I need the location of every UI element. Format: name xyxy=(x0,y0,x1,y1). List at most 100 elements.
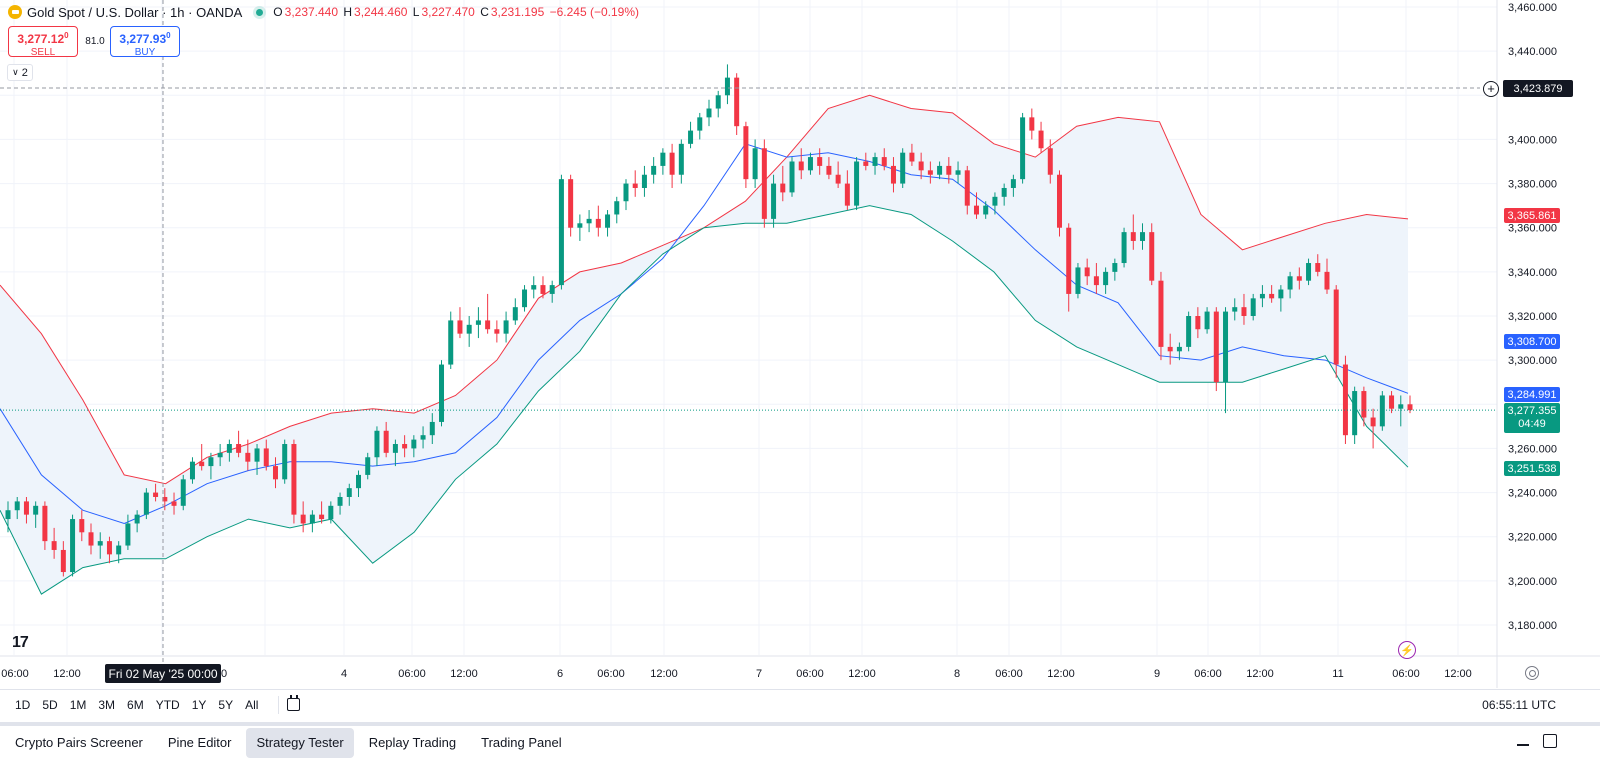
price-tick-label: 3,460.000 xyxy=(1508,2,1557,14)
range-1m-button[interactable]: 1M xyxy=(69,697,87,712)
candle-body xyxy=(743,126,749,180)
candle-body xyxy=(309,514,315,524)
candle-body xyxy=(14,501,20,511)
range-1d-button[interactable]: 1D xyxy=(15,697,31,712)
time-tick-label: 12:00 xyxy=(1047,668,1075,680)
tab-crypto-pairs-screener[interactable]: Crypto Pairs Screener xyxy=(15,735,143,750)
candle-body xyxy=(365,457,371,475)
time-tick-label: 12:00 xyxy=(650,668,678,680)
candle-body xyxy=(964,170,970,206)
lightning-icon[interactable]: ⚡ xyxy=(1398,641,1416,659)
calendar-range-icon[interactable] xyxy=(278,695,301,714)
candle-body xyxy=(60,549,66,573)
candle-body xyxy=(937,165,943,175)
basis-badge-secondary: 3,284.991 xyxy=(1504,387,1560,402)
candle-body xyxy=(854,161,860,206)
tab-strategy-tester[interactable]: Strategy Tester xyxy=(246,727,354,758)
candle-body xyxy=(549,285,555,294)
candle-body xyxy=(1223,311,1229,383)
candle-body xyxy=(835,174,841,184)
time-tick-label: 06:00 xyxy=(1194,668,1222,680)
time-tick-label: 12:00 xyxy=(848,668,876,680)
bollinger-band-fill xyxy=(0,95,1408,595)
crosshair-date-label: Fri 02 May '25 00:00 xyxy=(105,664,221,683)
candle-body xyxy=(503,320,509,334)
candle-body xyxy=(5,510,11,520)
candle-body xyxy=(300,514,306,524)
candle-body xyxy=(70,519,76,573)
candle-body xyxy=(724,77,730,96)
chart-area[interactable]: 3,460.000 3,440.000 3,400.000 3,380.000 3,36… xyxy=(0,0,1600,705)
candle-body xyxy=(909,152,915,162)
candle-body xyxy=(973,205,979,215)
range-all-button[interactable]: All xyxy=(245,697,259,712)
candle-body xyxy=(448,320,454,365)
candle-body xyxy=(605,214,611,228)
ohlc-values: O 3,237.440 H 3,244.460 L 3,227.470 C 3,231.… xyxy=(273,5,641,19)
price-tick-label: 3,340.000 xyxy=(1508,267,1557,279)
candle-body xyxy=(33,505,39,515)
candle-body xyxy=(88,532,94,546)
candle-body xyxy=(1287,276,1293,290)
minimize-icon[interactable] xyxy=(1516,734,1530,748)
candle-body xyxy=(1047,148,1053,175)
range-ytd-button[interactable]: YTD xyxy=(155,697,180,712)
candle-body xyxy=(263,448,269,467)
range-1y-button[interactable]: 1Y xyxy=(191,697,207,712)
candle-body xyxy=(143,492,149,515)
open-label: O xyxy=(273,5,283,19)
candle-body xyxy=(208,457,214,467)
symbol-legend[interactable]: Gold Spot / U.S. Dollar · 1h · OANDA O 3,… xyxy=(8,3,641,21)
tab-pine-editor[interactable]: Pine Editor xyxy=(167,735,232,750)
basis-badge: 3,308.700 xyxy=(1504,334,1560,349)
candle-body xyxy=(1149,232,1155,281)
symbol-title[interactable]: Gold Spot / U.S. Dollar · 1h · OANDA xyxy=(27,4,243,20)
candle-body xyxy=(162,496,168,502)
candle-body xyxy=(1186,316,1192,347)
candle-body xyxy=(807,157,813,171)
crosshair-price-row: + 3,423.879 xyxy=(1483,80,1573,97)
range-3m-button[interactable]: 3M xyxy=(98,697,116,712)
candle-body xyxy=(780,183,786,193)
time-tick-label: 0 xyxy=(221,668,227,680)
price-tick-label: 3,320.000 xyxy=(1508,311,1557,323)
candle-body xyxy=(79,519,85,533)
tradingview-logo-icon[interactable]: 17 xyxy=(12,634,29,651)
time-tick-label: 06:00 xyxy=(796,668,824,680)
candle-body xyxy=(1167,346,1173,352)
candle-body xyxy=(1103,271,1109,286)
candle-body xyxy=(688,130,694,144)
maximize-icon[interactable] xyxy=(1543,734,1557,748)
candle-body xyxy=(236,444,242,453)
chevron-down-icon: ∨ xyxy=(12,67,19,77)
candle-body xyxy=(1352,391,1358,436)
sell-button[interactable]: 3,277.120 SELL xyxy=(8,26,78,58)
candle-body xyxy=(651,165,657,175)
utc-clock[interactable]: 06:55:11 UTC xyxy=(1482,697,1556,712)
price-tick-label: 3,360.000 xyxy=(1508,223,1557,235)
time-tick-label: 9 xyxy=(1154,668,1160,680)
buy-button[interactable]: 3,277.930 BUY xyxy=(110,26,180,58)
indicators-toggle-button[interactable]: ∨ 2 xyxy=(7,64,33,81)
range-5y-button[interactable]: 5Y xyxy=(218,697,234,712)
price-tick-label: 3,220.000 xyxy=(1508,532,1557,544)
tab-trading-panel[interactable]: Trading Panel xyxy=(481,735,562,750)
candle-body xyxy=(1333,289,1339,365)
chart-canvas[interactable]: 3,460.000 3,440.000 3,400.000 3,380.000 3,36… xyxy=(0,0,1600,705)
candle-body xyxy=(1269,293,1275,299)
settings-icon[interactable] xyxy=(1525,666,1539,680)
candle-body xyxy=(1389,395,1395,409)
tab-replay-trading[interactable]: Replay Trading xyxy=(368,735,457,750)
low-value: 3,227.470 xyxy=(421,5,475,19)
candle-body xyxy=(457,320,463,334)
candle-body xyxy=(706,108,712,118)
candle-body xyxy=(826,165,832,175)
range-5d-button[interactable]: 5D xyxy=(42,697,58,712)
candle-body xyxy=(1112,263,1118,272)
candle-body xyxy=(337,496,343,506)
plus-circle-icon[interactable]: + xyxy=(1483,80,1499,97)
candle-body xyxy=(1398,404,1404,409)
range-6m-button[interactable]: 6M xyxy=(127,697,144,712)
candle-body xyxy=(1140,232,1146,241)
candle-body xyxy=(1057,174,1062,228)
